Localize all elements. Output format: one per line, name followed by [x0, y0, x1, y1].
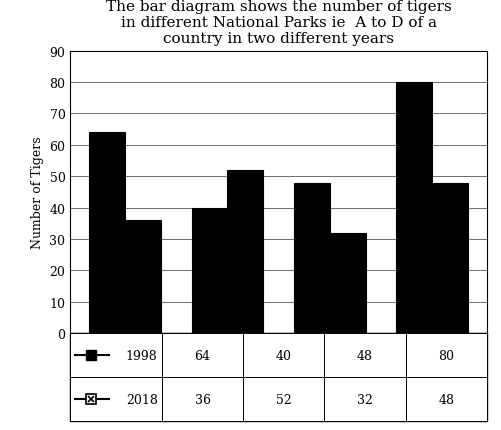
Bar: [405, 333, 486, 378]
Y-axis label: Number of Tigers: Number of Tigers: [31, 136, 44, 249]
Bar: [125, 221, 160, 333]
Bar: [162, 333, 242, 378]
Text: 52: 52: [276, 393, 291, 406]
Bar: [405, 378, 486, 421]
Bar: [191, 208, 227, 333]
Bar: [162, 378, 242, 421]
Bar: [324, 378, 405, 421]
Bar: [70, 333, 162, 378]
Text: 48: 48: [356, 349, 372, 362]
Text: 48: 48: [437, 393, 453, 406]
Bar: [242, 378, 324, 421]
Text: 64: 64: [194, 349, 210, 362]
Text: 1998: 1998: [126, 349, 157, 362]
Text: 2018: 2018: [126, 393, 157, 406]
Bar: [242, 333, 324, 378]
Bar: [431, 183, 467, 333]
Title: The bar diagram shows the number of tigers
in different National Parks ie  A to : The bar diagram shows the number of tige…: [106, 0, 450, 46]
Bar: [324, 333, 405, 378]
Bar: [294, 183, 329, 333]
Bar: [70, 378, 162, 421]
Text: 80: 80: [437, 349, 453, 362]
Bar: [329, 233, 365, 333]
Bar: [89, 133, 125, 333]
Text: 32: 32: [356, 393, 372, 406]
Bar: [396, 83, 431, 333]
Bar: [227, 171, 263, 333]
Text: 36: 36: [194, 393, 210, 406]
Text: 40: 40: [275, 349, 291, 362]
